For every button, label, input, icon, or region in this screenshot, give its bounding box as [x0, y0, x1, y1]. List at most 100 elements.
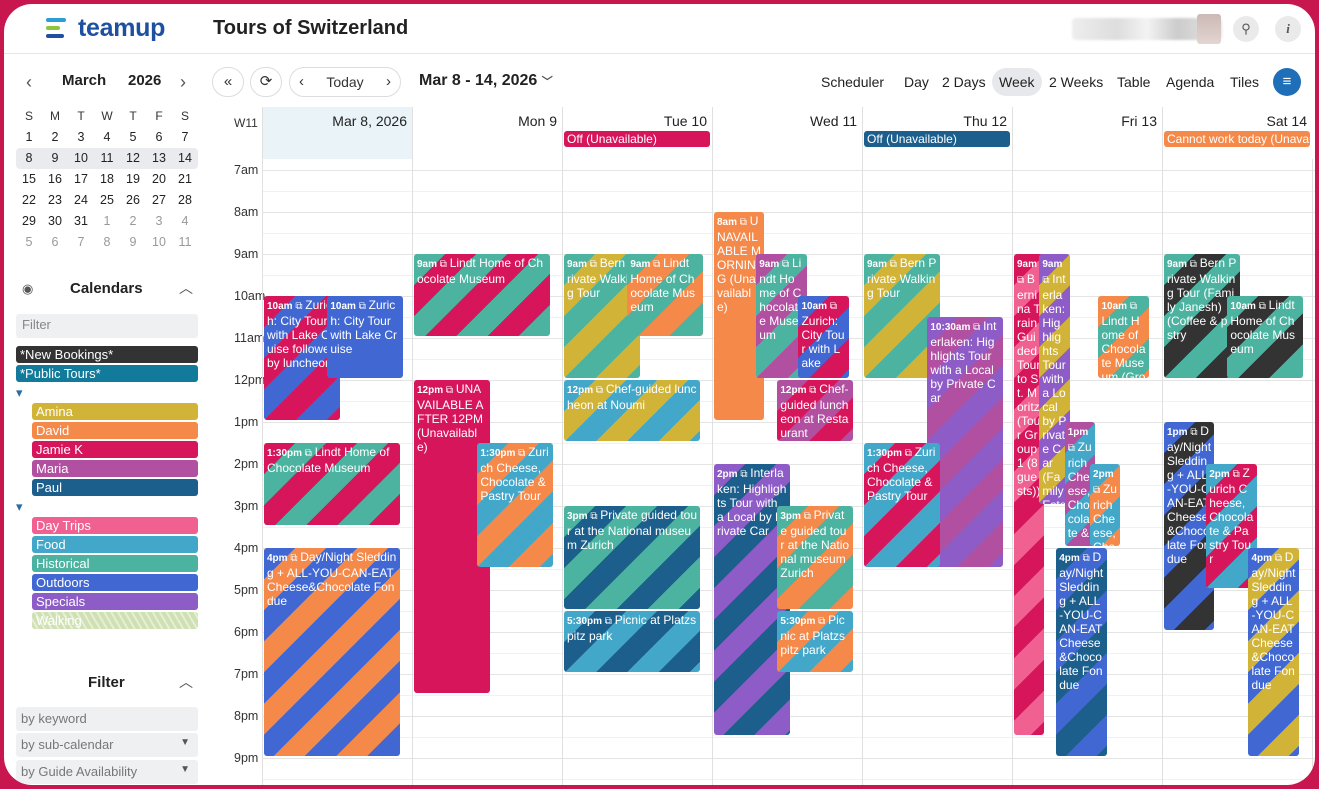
calendar-event[interactable]: 1:30pm ⧉ Zurich Cheese, Chocolate & Past…: [477, 443, 553, 567]
calendar-event[interactable]: 9am ⧉ Bern Private Walking Tour (Family …: [1164, 254, 1240, 378]
mini-day[interactable]: 6: [51, 235, 59, 249]
mini-day[interactable]: 28: [178, 193, 192, 207]
calendar-item-specials[interactable]: Specials: [32, 593, 198, 610]
calendar-item-historical[interactable]: Historical: [32, 555, 198, 572]
calendar-event[interactable]: 9am ⧉ Bern Private Walking Tour: [864, 254, 940, 378]
chevron-up-icon[interactable]: ︿: [179, 280, 193, 296]
mini-day[interactable]: 8: [25, 151, 33, 165]
mini-day[interactable]: 13: [152, 151, 166, 165]
calendar-event[interactable]: 4pm ⧉ Day/Night Sledding + ALL-YOU-CAN-E…: [1056, 548, 1107, 756]
calendar-event[interactable]: 2pm ⧉ Zurich Cheese, Chocolate &: [1090, 464, 1121, 546]
calendar-item-guides[interactable]: ▾ Guides: [16, 384, 198, 401]
calendar-event[interactable]: 12pm ⧉ Chef-guided luncheon at Restauran…: [777, 380, 853, 441]
caret-down-icon[interactable]: ▾: [16, 499, 26, 514]
calendar-item-maria[interactable]: Maria: [32, 460, 198, 477]
sub-calendar-filter-select[interactable]: by sub-calendar ▼: [16, 733, 198, 757]
view-2-weeks[interactable]: 2 Weeks: [1049, 74, 1104, 90]
today-button[interactable]: Today: [326, 74, 364, 90]
calendar-item-walking[interactable]: Walking: [32, 612, 198, 629]
mini-day[interactable]: 11: [178, 235, 192, 249]
mini-day[interactable]: 9: [129, 235, 137, 249]
mini-day[interactable]: 1: [25, 130, 33, 144]
calendar-event[interactable]: 10am ⧉ Lindt Home of Chocolate Museum (G…: [1098, 296, 1149, 378]
keyword-filter-input[interactable]: by keyword: [16, 707, 198, 731]
collapse-sidebar-button[interactable]: «: [212, 67, 244, 97]
calendar-item-jamie-k[interactable]: Jamie K: [32, 441, 198, 458]
refresh-icon[interactable]: ⟳: [250, 67, 282, 97]
mini-day[interactable]: 11: [100, 151, 114, 165]
mini-day[interactable]: 15: [22, 172, 36, 186]
calendar-event[interactable]: 1pm ⧉ Day/Night Sledding + ALL-YOU-CAN-E…: [1164, 422, 1215, 630]
day-header-3[interactable]: Tue 10: [562, 107, 712, 159]
calendar-event[interactable]: 9am ⧉ Interlaken: Highlights Tour with a…: [1039, 254, 1070, 504]
mini-day[interactable]: 25: [100, 193, 114, 207]
calendar-item-public-tours[interactable]: *Public Tours*: [16, 365, 198, 382]
mini-day[interactable]: 4: [181, 214, 189, 228]
menu-icon[interactable]: ≡: [1273, 68, 1301, 96]
mini-prev-icon[interactable]: ‹: [26, 72, 32, 92]
calendar-item-paul[interactable]: Paul: [32, 479, 198, 496]
mini-day[interactable]: 22: [22, 193, 36, 207]
mini-day[interactable]: 1: [103, 214, 111, 228]
mini-day[interactable]: 17: [74, 172, 88, 186]
view-table[interactable]: Table: [1117, 74, 1151, 90]
calendar-event[interactable]: 9am ⧉ Lindt Home of Chocolate Museum: [414, 254, 550, 336]
caret-down-icon[interactable]: ▾: [16, 385, 27, 400]
calendar-event[interactable]: 9am ⧉ Lindt Home of Chocolate Museum: [756, 254, 807, 378]
mini-month[interactable]: March: [62, 72, 107, 89]
calendar-event[interactable]: 9am ⧉ Bern Private Walking Tour: [564, 254, 640, 378]
mini-day[interactable]: 6: [155, 130, 163, 144]
mini-day[interactable]: 26: [126, 193, 140, 207]
calendar-event[interactable]: 10am ⧉ Zurich: City Tour with Lake: [798, 296, 849, 378]
mini-day[interactable]: 5: [25, 235, 33, 249]
calendar-event[interactable]: 1pm ⧉ Zurich Cheese, Chocolate &: [1064, 422, 1095, 546]
calendar-event[interactable]: 10am ⧉ Zurich: City Tour with Lake Cruis…: [327, 296, 403, 378]
calendar-event[interactable]: 5:30pm ⧉ Picnic at Platzspitz park: [564, 611, 700, 672]
calendars-header[interactable]: ◉ Calendars ︿: [16, 278, 198, 300]
mini-day[interactable]: 8: [103, 235, 111, 249]
mini-day[interactable]: 3: [155, 214, 163, 228]
view-day[interactable]: Day: [904, 74, 929, 90]
mini-day[interactable]: 2: [51, 130, 59, 144]
calendar-event[interactable]: 1:30pm ⧉ Zurich Cheese, Chocolate & Past…: [864, 443, 940, 567]
calendar-item-amina[interactable]: Amina: [32, 403, 198, 420]
eye-icon[interactable]: ◉: [22, 281, 34, 296]
all-day-event[interactable]: Cannot work today (Unavailable): [1164, 131, 1310, 147]
mini-day[interactable]: 27: [152, 193, 166, 207]
mini-day[interactable]: 21: [178, 172, 192, 186]
next-week-icon[interactable]: ›: [386, 73, 391, 90]
calendar-event[interactable]: 8am ⧉ UNAVAILABLE MORNING (Unavailable): [714, 212, 765, 420]
calendar-event[interactable]: 2pm ⧉ Zurich Cheese, Chocolate & Pastry …: [1206, 464, 1257, 588]
calendar-event[interactable]: 12pm ⧉ UNAVAILABLE AFTER 12PM (Unavailab…: [414, 380, 490, 693]
day-header-7[interactable]: Sat 14: [1162, 107, 1312, 159]
mini-day[interactable]: 10: [74, 151, 88, 165]
calendar-event[interactable]: 10:30am ⧉ Interlaken: Highlights Tour wi…: [927, 317, 1003, 567]
guide-availability-filter-select[interactable]: by Guide Availability ▼: [16, 760, 198, 784]
calendar-item-david[interactable]: David: [32, 422, 198, 439]
mini-year[interactable]: 2026: [128, 72, 162, 89]
day-header-4[interactable]: Wed 11: [712, 107, 862, 159]
all-day-event[interactable]: Off (Unavailable): [564, 131, 710, 147]
logo-text[interactable]: teamup: [78, 14, 166, 42]
view-agenda[interactable]: Agenda: [1166, 74, 1215, 90]
date-range-picker[interactable]: Mar 8 - 14, 2026 ﹀: [419, 72, 553, 90]
calendar-event[interactable]: 10am ⧉ Zurich: City Tour with Lake Cruis…: [264, 296, 340, 420]
day-header-2[interactable]: Mon 9: [412, 107, 562, 159]
avatar[interactable]: [1197, 14, 1221, 44]
filter-header[interactable]: Filter ︿: [16, 672, 198, 694]
search-icon[interactable]: ⚲: [1233, 16, 1259, 42]
mini-day[interactable]: 7: [181, 130, 189, 144]
calendar-event[interactable]: 4pm ⧉ Day/Night Sledding + ALL-YOU-CAN-E…: [1248, 548, 1299, 756]
mini-day[interactable]: 7: [77, 235, 85, 249]
day-header-1[interactable]: Mar 8, 2026: [262, 107, 412, 159]
all-day-event[interactable]: Off (Unavailable): [864, 131, 1010, 147]
calendar-event[interactable]: 1:30pm ⧉ Lindt Home of Chocolate Museum: [264, 443, 400, 525]
mini-next-icon[interactable]: ›: [180, 72, 186, 92]
view-scheduler[interactable]: Scheduler: [821, 74, 885, 90]
view-tiles[interactable]: Tiles: [1230, 74, 1260, 90]
mini-day[interactable]: 2: [129, 214, 137, 228]
mini-day[interactable]: 12: [126, 151, 140, 165]
calendar-event[interactable]: 5:30pm ⧉ Picnic at Platzspitz park: [777, 611, 853, 672]
calendar-event[interactable]: 12pm ⧉ Chef-guided luncheon at Noumi: [564, 380, 700, 441]
calendar-item-food[interactable]: Food: [32, 536, 198, 553]
